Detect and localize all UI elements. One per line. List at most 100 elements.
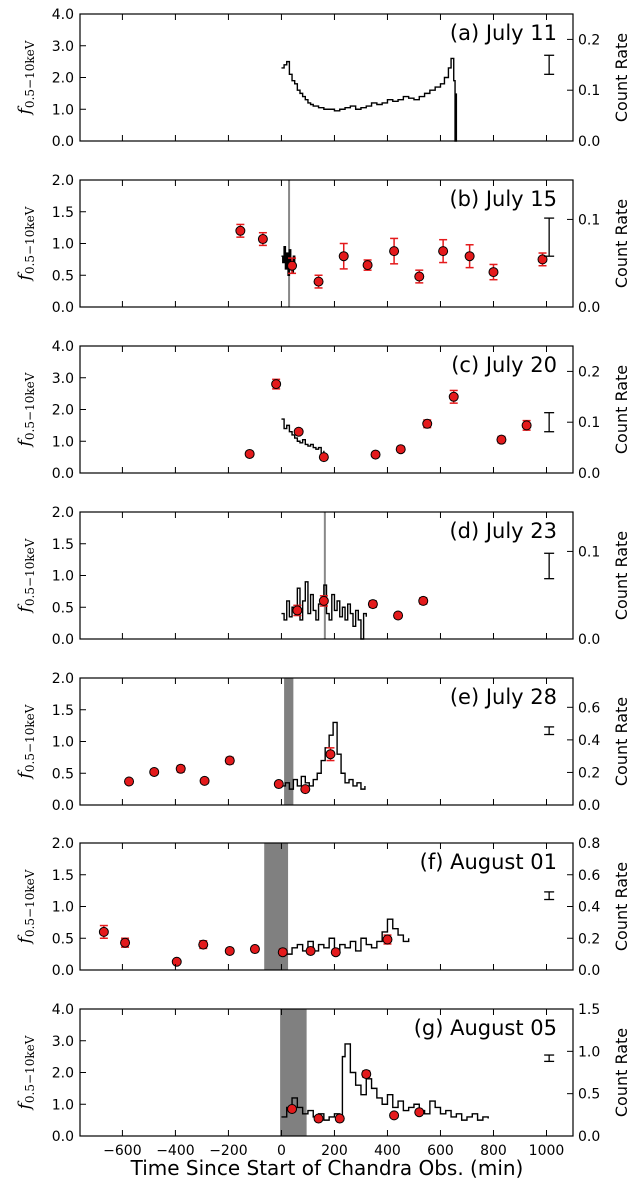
shaded-interval: [284, 678, 294, 805]
right-y-tick-label: 0.2: [578, 32, 600, 48]
x-tick-label: 1000: [529, 1143, 565, 1159]
right-y-tick-label: 0.0: [578, 798, 600, 814]
data-point: [313, 1113, 324, 1124]
panel-f: 0.0 0.5 1.0 1.5 2.0 0.0 0.2 0.4 0.6 0.8 (f) August…: [15, 836, 631, 979]
data-point: [393, 610, 404, 621]
panel-title: (b) July 15: [449, 187, 557, 211]
y-tick-label: 1.0: [52, 1097, 74, 1113]
shaded-interval: [323, 512, 326, 639]
right-axis-label: Count Rate: [612, 33, 631, 122]
data-point: [171, 956, 182, 967]
data-point: [414, 271, 425, 282]
panel-a: 0.0 1.0 2.0 3.0 4.0 0.0 0.1 0.2 (a) July 11 f0.5−…: [15, 7, 631, 150]
data-point: [488, 267, 499, 278]
y-tick-label: 4.0: [52, 339, 74, 355]
data-point: [257, 234, 268, 245]
y-tick-label: 0.5: [52, 268, 74, 284]
y-axis-label: f0.5−10keV: [15, 40, 37, 116]
right-y-tick-label: 1.5: [578, 1002, 600, 1018]
data-point: [361, 1069, 372, 1080]
y-tick-label: 1.0: [52, 434, 74, 450]
y-axis-label-subscript: 0.5−10keV: [23, 538, 37, 606]
y-tick-label: 0.0: [52, 300, 74, 316]
data-point: [244, 448, 255, 459]
right-axis-label: Count Rate: [612, 862, 631, 951]
panel-title: (e) July 28: [450, 685, 557, 709]
data-point: [521, 420, 532, 431]
light-curve: [281, 57, 458, 142]
right-axis-label: Count Rate: [612, 697, 631, 786]
y-tick-label: 3.0: [52, 39, 74, 55]
panel-b: 0.0 0.5 1.0 1.5 2.0 0.0 0.1 (b) July 15 f0.5−10k…: [15, 173, 631, 316]
right-y-tick-label: 0.0: [578, 466, 600, 482]
data-point: [318, 452, 329, 463]
y-axis-label-subscript: 0.5−10keV: [23, 372, 37, 440]
data-point: [464, 251, 475, 262]
data-point: [271, 379, 282, 390]
data-point: [338, 251, 349, 262]
light-curve: [281, 1043, 489, 1121]
x-tick-label: −200: [209, 1143, 247, 1159]
x-axis-label: Time Since Start of Chandra Obs. (min): [130, 1156, 524, 1180]
y-tick-label: 4.0: [52, 7, 74, 23]
data-point: [389, 246, 400, 257]
right-y-tick-label: 1.0: [578, 1044, 600, 1060]
panel-title: (a) July 11: [450, 21, 557, 45]
right-y-tick-label: 0.0: [578, 1129, 600, 1145]
data-point: [249, 944, 260, 955]
right-y-tick-label: 0.4: [578, 733, 600, 749]
right-y-tick-label: 0.4: [578, 900, 600, 916]
y-tick-label: 0.5: [52, 931, 74, 947]
y-axis-label-main: f: [15, 271, 35, 282]
shaded-interval: [280, 1009, 307, 1136]
data-point: [120, 937, 131, 948]
y-axis-label-main: f: [15, 1100, 35, 1111]
right-axis-label: Count Rate: [612, 365, 631, 454]
y-tick-label: 2.0: [52, 1066, 74, 1082]
y-tick-label: 0.5: [52, 600, 74, 616]
panel-e: 0.0 0.5 1.0 1.5 2.0 0.0 0.2 0.4 0.6 (e) July 28 f0…: [15, 671, 631, 814]
light-curve: [281, 721, 366, 790]
x-tick-label: −600: [103, 1143, 141, 1159]
y-tick-label: 2.0: [52, 671, 74, 687]
data-point: [199, 775, 210, 786]
y-tick-label: 0.0: [52, 798, 74, 814]
light-curve: [281, 245, 296, 276]
data-point: [98, 926, 109, 937]
data-point: [293, 426, 304, 437]
data-point: [414, 1107, 425, 1118]
y-axis-label-main: f: [15, 603, 35, 614]
data-point: [367, 599, 378, 610]
panel-title: (f) August 01: [420, 850, 557, 874]
y-tick-label: 1.5: [52, 868, 74, 884]
panel-g: 0.0 1.0 2.0 3.0 4.0 0.0 0.5 1.0 1.5 (g) August 05…: [15, 1002, 631, 1145]
data-point: [124, 776, 135, 787]
data-point: [273, 779, 284, 790]
data-point: [448, 391, 459, 402]
right-y-tick-label: 0.5: [578, 1087, 600, 1103]
x-tick-label: 0: [277, 1143, 286, 1159]
data-point: [287, 1104, 298, 1115]
y-tick-label: 1.5: [52, 703, 74, 719]
data-point: [370, 449, 381, 460]
right-y-tick-label: 0.0: [578, 632, 600, 648]
y-tick-label: 4.0: [52, 1002, 74, 1018]
data-point: [382, 934, 393, 945]
light-curve: [281, 418, 325, 455]
y-axis-label-subscript: 0.5−10keV: [23, 206, 37, 274]
y-tick-label: 1.0: [52, 102, 74, 118]
y-axis-label-main: f: [15, 934, 35, 945]
data-point: [224, 945, 235, 956]
right-axis-label: Count Rate: [612, 199, 631, 288]
y-tick-label: 1.0: [52, 237, 74, 253]
right-y-tick-label: 0.2: [578, 765, 600, 781]
data-point: [277, 947, 288, 958]
right-y-tick-label: 0.6: [578, 868, 600, 884]
data-point: [313, 276, 324, 287]
data-point: [224, 755, 235, 766]
y-tick-label: 2.0: [52, 71, 74, 87]
y-axis-label: f0.5−10keV: [15, 538, 37, 614]
right-y-tick-label: 0.1: [578, 544, 600, 560]
panel-c: 0.0 1.0 2.0 3.0 4.0 0.0 0.1 0.2 (c) July 20 f0.5−…: [15, 339, 631, 482]
